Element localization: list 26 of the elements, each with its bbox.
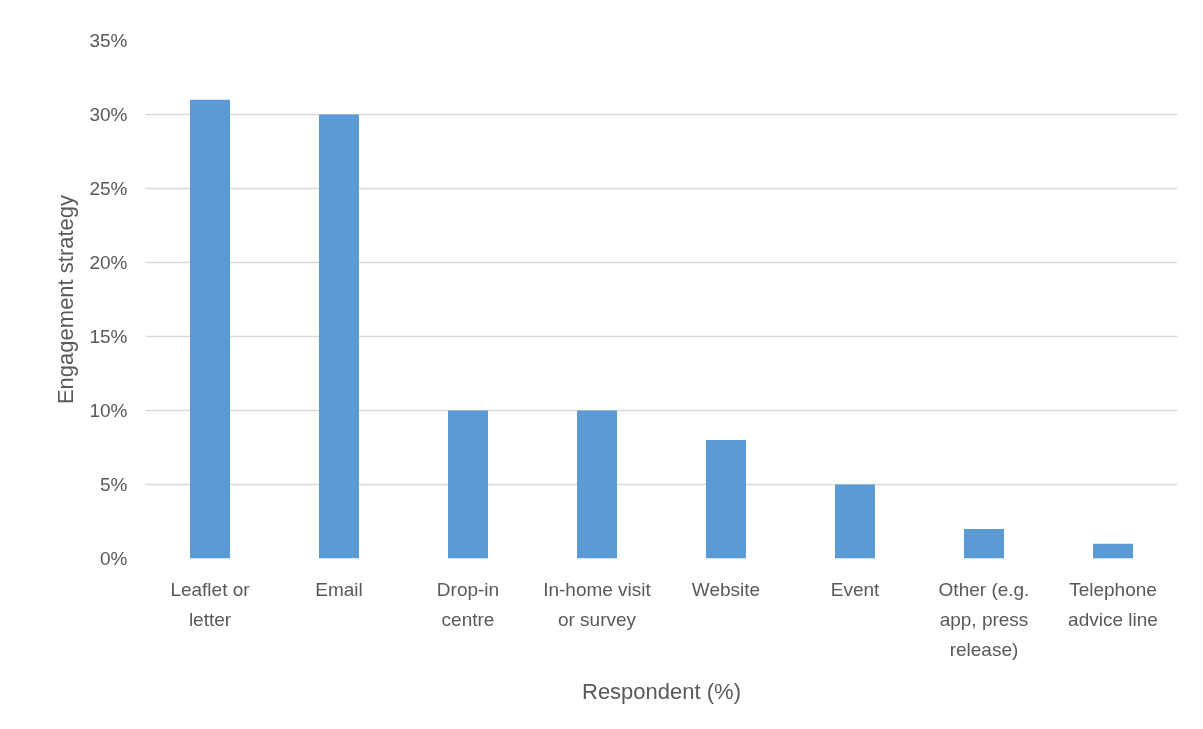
y-tick-label: 5% <box>100 474 128 495</box>
y-tick-label: 10% <box>89 400 128 421</box>
bar <box>706 440 746 559</box>
y-tick-label: 25% <box>89 178 128 199</box>
y-tick-label: 0% <box>100 548 128 569</box>
x-tick-label: Drop-in centre <box>436 578 500 630</box>
bar <box>1093 543 1133 559</box>
bar <box>448 410 488 559</box>
y-tick-label: 30% <box>89 104 128 125</box>
x-tick-label: Email <box>315 578 363 600</box>
x-tick-label: Leaflet or letter <box>170 578 251 630</box>
x-tick-label: In-home visit or survey <box>543 578 652 630</box>
bar <box>319 114 359 559</box>
bar <box>964 528 1004 559</box>
x-tick-label: Other (e.g. app, press release) <box>938 578 1030 661</box>
bar <box>190 99 230 559</box>
bar <box>577 410 617 559</box>
y-tick-label: 20% <box>89 252 128 273</box>
y-axis-title: Engagement strategy <box>53 194 79 405</box>
x-tick-label: Website <box>691 578 761 600</box>
x-tick-label: Telephone advice line <box>1068 578 1158 630</box>
x-tick-label: Event <box>830 578 881 600</box>
y-tick-label: 35% <box>89 30 128 51</box>
bar <box>835 484 875 559</box>
x-axis-title: Respondent (%) <box>582 679 741 705</box>
y-tick-label: 15% <box>89 326 128 347</box>
